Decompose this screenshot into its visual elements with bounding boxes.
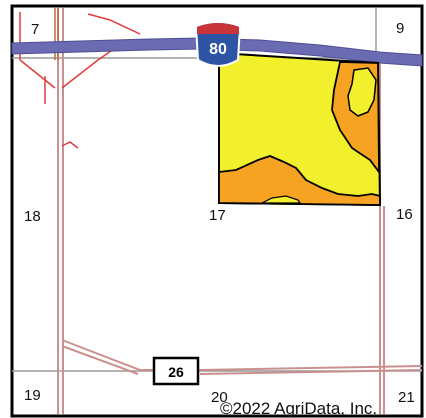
section-label-18: 18 [24,208,41,225]
section-label-17: 17 [209,207,226,224]
route-26-shield: 26 [152,356,200,386]
section-label-16: 16 [396,206,413,223]
state-route-number: 26 [168,364,184,380]
section-label-21: 21 [398,389,415,406]
interstate-80-shield: 80 [194,21,242,67]
local-roads [57,8,423,414]
section-label-19: 19 [24,387,41,404]
section-label-9: 9 [396,20,404,37]
section-label-20: 20 [211,389,228,406]
soil-unit-primary-lens [347,67,377,117]
field-boundary [218,51,382,207]
interstate-number: 80 [209,41,227,58]
section-label-7: 7 [31,21,39,38]
soil-unit-secondary-s [218,155,381,206]
soil-unit-primary-notch [261,195,302,204]
copyright-notice: ©2022 AgriData, Inc. [220,399,377,418]
